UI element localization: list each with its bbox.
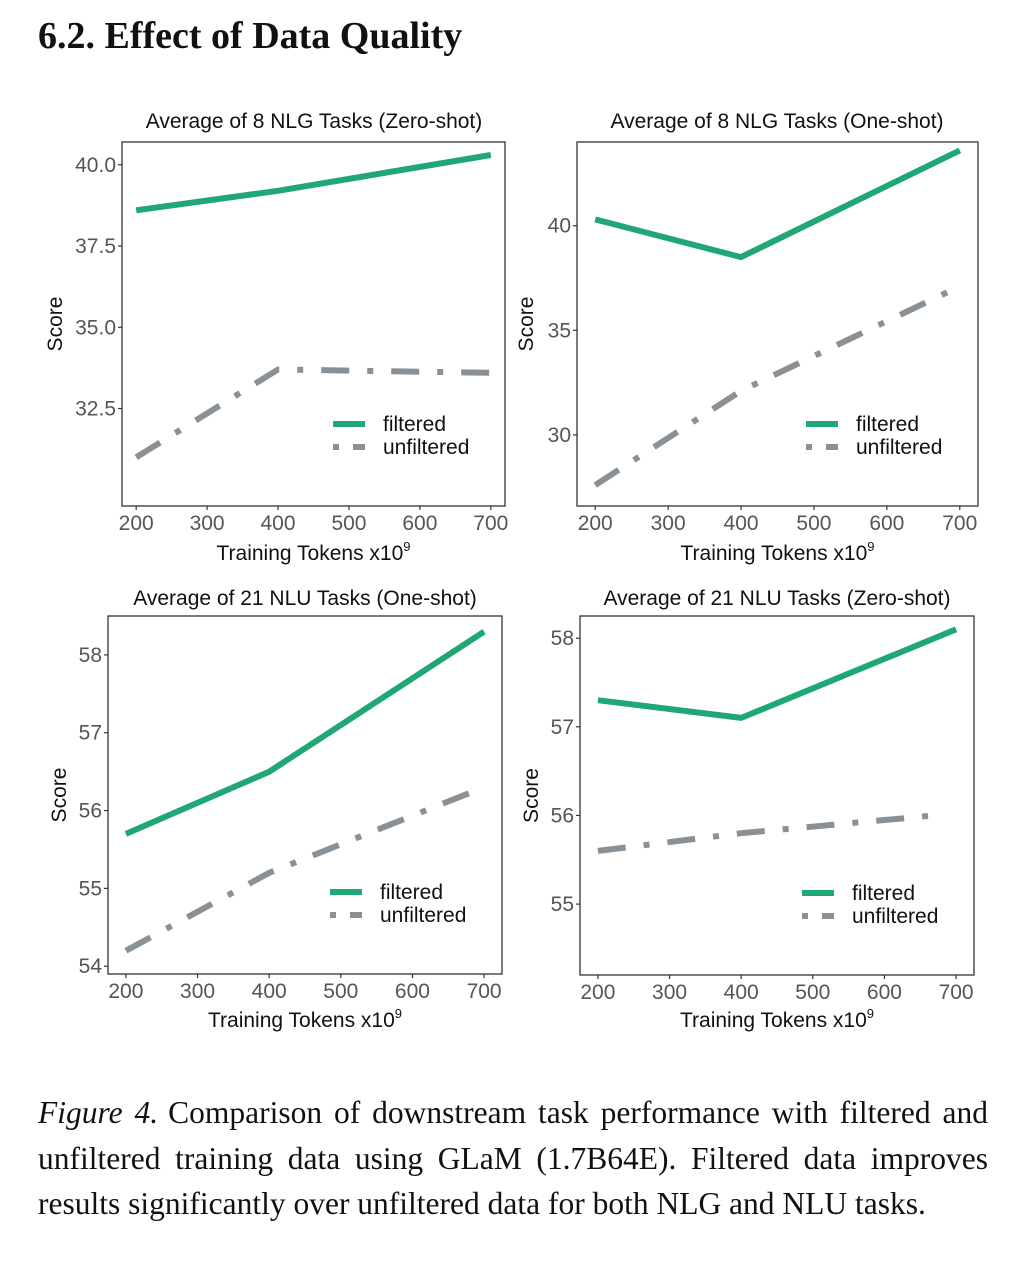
y-tick-label: 30	[548, 424, 571, 447]
x-axis-label-exponent: 9	[395, 1006, 402, 1021]
x-tick-label: 500	[331, 512, 366, 535]
y-tick-label: 58	[551, 627, 574, 650]
chart-1: Average of 8 NLG Tasks (Zero-shot) 32.5 35…	[44, 110, 508, 565]
chart-4: Average of 21 NLU Tasks (Zero-shot) 55 56 5…	[520, 587, 975, 1032]
y-axis-label: Score	[520, 768, 543, 823]
series-line-unfiltered	[124, 784, 486, 954]
x-tick-label: 200	[578, 512, 613, 535]
x-tick-label: 200	[119, 512, 154, 535]
y-axis-label: Score	[44, 297, 67, 352]
chart-2: Average of 8 NLG Tasks (One-shot) 30 35 40 2…	[515, 110, 979, 565]
x-tick-label: 500	[795, 981, 830, 1004]
series-line-filtered	[124, 629, 486, 837]
x-axis-label: Training Tokens x109	[208, 1006, 402, 1032]
x-tick-label: 300	[652, 981, 687, 1004]
series-line-filtered	[597, 626, 958, 721]
x-tick-label: 300	[651, 512, 686, 535]
legend-label-filtered: filtered	[380, 881, 443, 904]
x-axis-label-text: Training Tokens x10	[680, 1009, 867, 1032]
x-tick-label: 400	[724, 512, 759, 535]
x-axis-label: Training Tokens x109	[680, 1006, 874, 1032]
caption-text: Comparison of downstream task performanc…	[38, 1095, 988, 1221]
figure-charts: Average of 8 NLG Tasks (Zero-shot) 32.5 35…	[44, 110, 979, 1032]
legend-label-unfiltered: unfiltered	[380, 904, 466, 927]
series-line-filtered	[594, 147, 962, 261]
series-line-filtered	[135, 152, 492, 214]
x-tick-label: 700	[473, 512, 508, 535]
x-tick-label: 500	[323, 980, 358, 1003]
y-tick-label: 57	[551, 716, 574, 739]
series-line-unfiltered	[597, 812, 935, 854]
x-tick-label: 700	[467, 980, 502, 1003]
y-tick-label: 57	[79, 722, 102, 745]
plot-frame	[576, 141, 979, 507]
x-tick-label: 600	[869, 512, 904, 535]
y-tick-label: 40	[548, 215, 571, 238]
y-axis-label: Score	[515, 297, 538, 352]
x-axis-label-text: Training Tokens x10	[680, 542, 867, 565]
legend-label-filtered: filtered	[852, 882, 915, 905]
x-tick-label: 400	[724, 981, 759, 1004]
legend-label-unfiltered: unfiltered	[852, 905, 938, 928]
y-tick-label: 56	[79, 800, 102, 823]
legend-label-filtered: filtered	[383, 413, 446, 436]
y-tick-label: 32.5	[75, 398, 116, 421]
chart-title: Average of 8 NLG Tasks (One-shot)	[610, 110, 943, 133]
x-tick-label: 200	[580, 981, 615, 1004]
section-heading: 6.2. Effect of Data Quality	[38, 15, 463, 57]
x-axis-label: Training Tokens x109	[680, 539, 874, 565]
series-line-unfiltered	[134, 366, 491, 460]
figure-label: Figure 4.	[38, 1095, 159, 1130]
x-tick-label: 500	[796, 512, 831, 535]
x-axis-label-exponent: 9	[867, 1006, 874, 1021]
x-tick-label: 600	[395, 980, 430, 1003]
chart-title: Average of 21 NLU Tasks (Zero-shot)	[603, 587, 950, 610]
x-tick-label: 200	[108, 980, 143, 1003]
plot-frame	[121, 141, 506, 507]
y-tick-label: 40.0	[75, 154, 116, 177]
figure-caption: Figure 4. Comparison of downstream task p…	[38, 1090, 988, 1227]
chart-title: Average of 21 NLU Tasks (One-shot)	[133, 587, 477, 610]
x-tick-label: 700	[942, 512, 977, 535]
x-tick-label: 300	[190, 512, 225, 535]
x-tick-label: 300	[180, 980, 215, 1003]
x-tick-label: 600	[867, 981, 902, 1004]
legend-label-filtered: filtered	[856, 413, 919, 436]
x-tick-label: 600	[402, 512, 437, 535]
y-tick-label: 55	[551, 893, 574, 916]
x-tick-label: 400	[261, 512, 296, 535]
y-tick-label: 58	[79, 644, 102, 667]
y-axis-label: Score	[48, 768, 71, 823]
x-axis-label-text: Training Tokens x10	[216, 542, 403, 565]
chart-title: Average of 8 NLG Tasks (Zero-shot)	[146, 110, 483, 133]
x-axis-label-text: Training Tokens x10	[208, 1009, 395, 1032]
x-tick-label: 700	[939, 981, 974, 1004]
x-axis-label-exponent: 9	[403, 539, 410, 554]
plot-frame	[107, 615, 503, 975]
y-tick-label: 55	[79, 877, 102, 900]
y-tick-label: 35	[548, 319, 571, 342]
x-axis-label: Training Tokens x109	[216, 539, 410, 565]
plot-frame	[579, 615, 975, 976]
y-tick-label: 35.0	[75, 316, 116, 339]
y-tick-label: 56	[551, 804, 574, 827]
y-tick-label: 54	[79, 955, 103, 978]
x-axis-label-exponent: 9	[867, 539, 874, 554]
x-tick-label: 400	[252, 980, 287, 1003]
legend-label-unfiltered: unfiltered	[856, 436, 942, 459]
y-tick-label: 37.5	[75, 235, 116, 258]
chart-3: Average of 21 NLU Tasks (One-shot) 54 55 56…	[48, 587, 503, 1032]
legend-label-unfiltered: unfiltered	[383, 436, 469, 459]
